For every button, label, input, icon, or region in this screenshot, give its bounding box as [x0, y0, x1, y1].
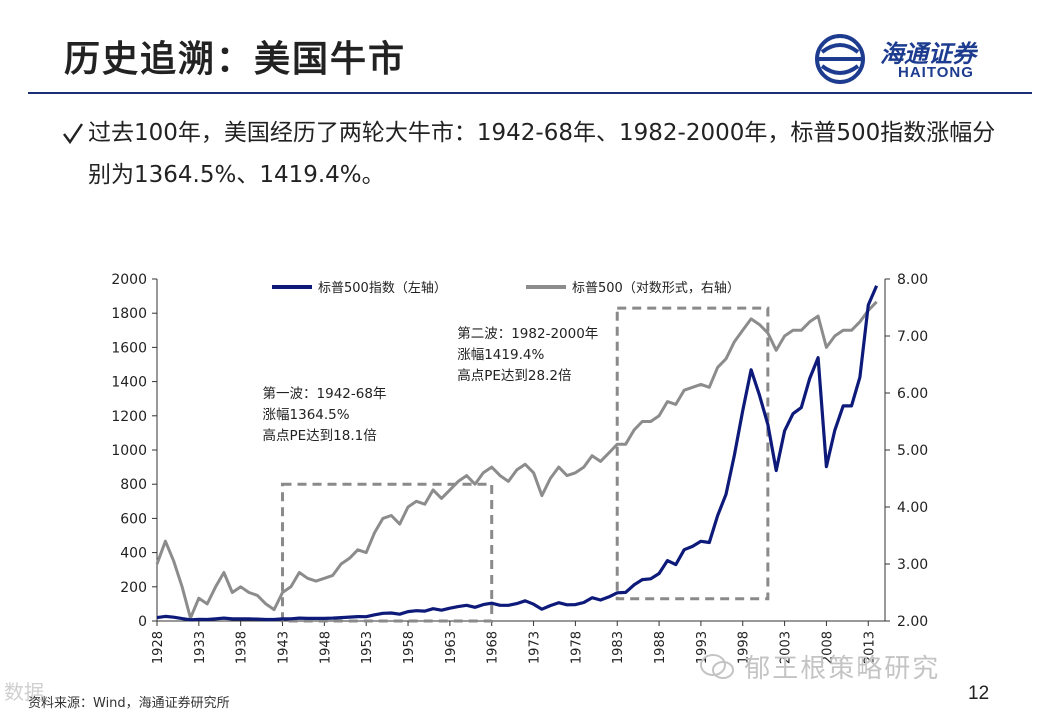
x-tick-label: 1968: [486, 631, 501, 664]
highlight-box-1: [281, 482, 494, 623]
logo-text-en: HAITONG: [898, 64, 974, 81]
x-tick-label: 1948: [318, 631, 333, 664]
y-left-tick-label: 1800: [111, 306, 147, 322]
y-right-tick-label: 5.00: [897, 443, 928, 459]
x-tick-label: 1998: [737, 631, 752, 664]
x-tick-label: 1943: [277, 631, 292, 664]
chart-axes: 0 200 400 600 800 1000 1200 1400 1600 1800 2000 2.0…: [111, 272, 928, 664]
legend-label-2: 标普500（对数形式，右轴）: [572, 281, 740, 296]
x-tick-label: 1938: [235, 631, 250, 664]
x-tick-label: 1988: [653, 631, 668, 664]
annotation-2-line: 第二波：1982-2000年: [457, 325, 598, 342]
watermark-2: 数据: [4, 680, 44, 704]
annotation-1-line: 第一波：1942-68年: [263, 385, 387, 402]
y-right-tick-label: 2.00: [897, 614, 928, 630]
annotation-2-line: 涨幅1419.4%: [457, 347, 544, 363]
wechat-icon: [700, 654, 734, 679]
title-divider: [28, 92, 1032, 94]
y-left-tick-label: 200: [120, 580, 147, 596]
y-left-tick-label: 0: [138, 614, 147, 630]
legend-label-1: 标普500指数（左轴）: [318, 281, 447, 296]
highlight-box-2: [615, 306, 770, 601]
x-tick-label: 1928: [151, 631, 166, 664]
annotation-2-line: 高点PE达到28.2倍: [457, 367, 571, 384]
x-tick-label: 1963: [444, 631, 459, 664]
x-tick-label: 2008: [820, 631, 835, 664]
page-number: 12: [968, 683, 990, 704]
x-tick-label: 1958: [402, 631, 417, 664]
y-left-tick-label: 600: [120, 511, 147, 527]
x-tick-label: 1978: [569, 631, 584, 664]
chart-legend: 标普500指数（左轴） 标普500（对数形式，右轴）: [272, 281, 740, 296]
series-line-2: [155, 300, 878, 620]
chart-lines: [155, 285, 879, 622]
series-line-1: [156, 285, 879, 622]
bullet-point: 过去100年，美国经历了两轮大牛市：1942-68年、1982-2000年，标普…: [60, 112, 1010, 196]
slide-title: 历史追溯：美国牛市: [64, 38, 407, 80]
y-right-tick-label: 6.00: [897, 386, 928, 402]
y-left-tick-label: 400: [120, 546, 147, 562]
x-tick-label: 2013: [862, 631, 877, 664]
y-right-tick-label: 3.00: [897, 557, 928, 573]
haitong-logo-icon: [815, 34, 865, 84]
source-note: 资料来源：Wind，海通证券研究所: [28, 696, 230, 711]
y-left-tick-label: 1600: [111, 340, 147, 356]
watermark: 郁王根策略研究: [700, 648, 940, 685]
y-right-tick-label: 7.00: [897, 329, 928, 345]
watermark-text: 郁王根策略研究: [744, 654, 941, 684]
annotation-1-line: 涨幅1364.5%: [263, 407, 350, 423]
x-tick-label: 1983: [611, 631, 626, 664]
annotation-1-line: 高点PE达到18.1倍: [263, 427, 377, 444]
y-left-tick-label: 2000: [111, 272, 147, 288]
y-left-tick-label: 1000: [111, 443, 147, 459]
x-tick-label: 2003: [779, 631, 794, 664]
y-left-tick-label: 800: [120, 477, 147, 493]
y-right-tick-label: 8.00: [897, 272, 928, 288]
x-tick-label: 1933: [193, 631, 208, 664]
haitong-logo: 海通证券 HAITONG: [812, 32, 1012, 86]
logo-text-cn: 海通证券: [880, 39, 976, 68]
x-tick-label: 1953: [360, 631, 375, 664]
check-icon: [63, 123, 83, 145]
bullet-text: 过去100年，美国经历了两轮大牛市：1942-68年、1982-2000年，标普…: [88, 120, 996, 188]
y-left-tick-label: 1200: [111, 409, 147, 425]
y-right-tick-label: 4.00: [897, 500, 928, 516]
x-tick-label: 1973: [528, 631, 543, 664]
y-left-tick-label: 1400: [111, 375, 147, 391]
